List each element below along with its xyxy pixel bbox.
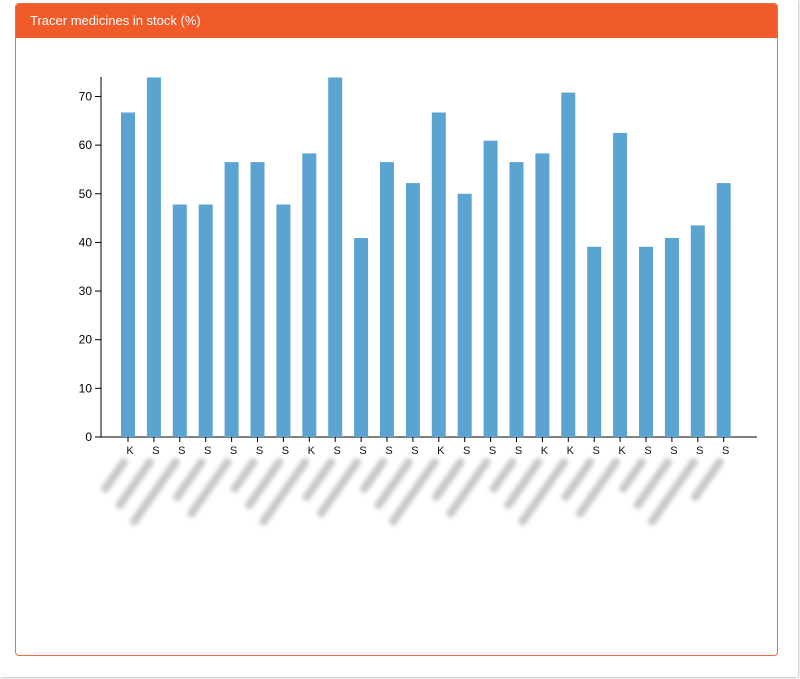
bar bbox=[302, 153, 317, 437]
y-tick-label: 10 bbox=[79, 381, 93, 395]
y-tick-label: 40 bbox=[79, 235, 93, 249]
x-tick-label: S bbox=[385, 445, 392, 457]
bar bbox=[535, 153, 550, 437]
bar bbox=[613, 132, 628, 437]
obscured-label bbox=[633, 457, 672, 510]
obscured-label bbox=[129, 457, 180, 526]
y-tick-label: 70 bbox=[79, 89, 93, 103]
obscured-label bbox=[618, 457, 647, 493]
x-tick-label: S bbox=[256, 445, 263, 457]
x-tick-label: S bbox=[230, 445, 237, 457]
bar bbox=[250, 162, 265, 437]
obscured-label bbox=[431, 457, 465, 502]
obscured-label bbox=[446, 457, 491, 518]
bar bbox=[561, 92, 576, 437]
bar bbox=[457, 193, 472, 437]
obscured-label bbox=[575, 457, 621, 518]
bar bbox=[276, 204, 291, 437]
obscured-label bbox=[172, 457, 206, 502]
obscured-label bbox=[690, 457, 724, 502]
obscured-label bbox=[388, 457, 439, 526]
bar bbox=[121, 112, 135, 437]
x-tick-label: K bbox=[437, 445, 445, 457]
obscured-label bbox=[115, 457, 154, 510]
x-tick-label: S bbox=[515, 445, 522, 457]
y-tick-label: 50 bbox=[79, 187, 93, 201]
x-tick-label: S bbox=[722, 445, 729, 457]
bar bbox=[328, 77, 343, 437]
x-tick-label: K bbox=[126, 445, 134, 457]
obscured-label bbox=[244, 457, 284, 510]
obscured-label bbox=[359, 457, 388, 493]
x-tick-label: S bbox=[152, 445, 159, 457]
obscured-label bbox=[187, 457, 232, 518]
bar bbox=[405, 183, 420, 437]
bar bbox=[509, 162, 524, 437]
bar bbox=[664, 238, 679, 437]
panel-header: Tracer medicines in stock (%) bbox=[16, 4, 777, 38]
bar bbox=[690, 225, 705, 437]
x-tick-label: S bbox=[489, 445, 496, 457]
bar bbox=[172, 204, 187, 437]
panel-title: Tracer medicines in stock (%) bbox=[30, 13, 201, 28]
x-tick-label: S bbox=[696, 445, 703, 457]
y-tick-label: 0 bbox=[85, 430, 92, 444]
x-tick-label: S bbox=[593, 445, 600, 457]
obscured-label bbox=[489, 457, 517, 493]
x-tick-label: S bbox=[359, 445, 366, 457]
x-tick-label: K bbox=[567, 445, 575, 457]
x-tick-label: S bbox=[644, 445, 651, 457]
bar bbox=[354, 238, 369, 437]
x-tick-label: S bbox=[282, 445, 289, 457]
x-tick-label: S bbox=[411, 445, 418, 457]
y-tick-label: 20 bbox=[79, 333, 93, 347]
obscured-label bbox=[100, 457, 129, 493]
obscured-label bbox=[561, 457, 595, 502]
obscured-label bbox=[302, 457, 336, 502]
obscured-label bbox=[518, 457, 569, 526]
x-tick-label: S bbox=[334, 445, 341, 457]
y-tick-label: 60 bbox=[79, 138, 93, 152]
x-tick-label: S bbox=[670, 445, 677, 457]
obscured-label bbox=[230, 457, 258, 493]
bar bbox=[716, 183, 731, 437]
bar bbox=[198, 204, 213, 437]
obscured-label bbox=[503, 457, 543, 510]
y-tick-label: 30 bbox=[79, 284, 93, 298]
obscured-label bbox=[259, 457, 310, 526]
x-tick-label: K bbox=[618, 445, 626, 457]
bar bbox=[431, 112, 446, 437]
bar bbox=[224, 162, 239, 437]
bar bbox=[587, 246, 602, 437]
bar bbox=[380, 162, 394, 437]
obscured-label bbox=[374, 457, 413, 510]
x-tick-label: K bbox=[541, 445, 549, 457]
x-tick-label: S bbox=[204, 445, 211, 457]
obscured-label bbox=[316, 457, 362, 518]
obscured-label bbox=[647, 457, 698, 526]
x-tick-label: S bbox=[178, 445, 185, 457]
bar bbox=[639, 246, 653, 437]
x-tick-label: S bbox=[463, 445, 470, 457]
bar bbox=[483, 140, 498, 437]
x-tick-label: K bbox=[308, 445, 316, 457]
bar bbox=[146, 77, 161, 437]
